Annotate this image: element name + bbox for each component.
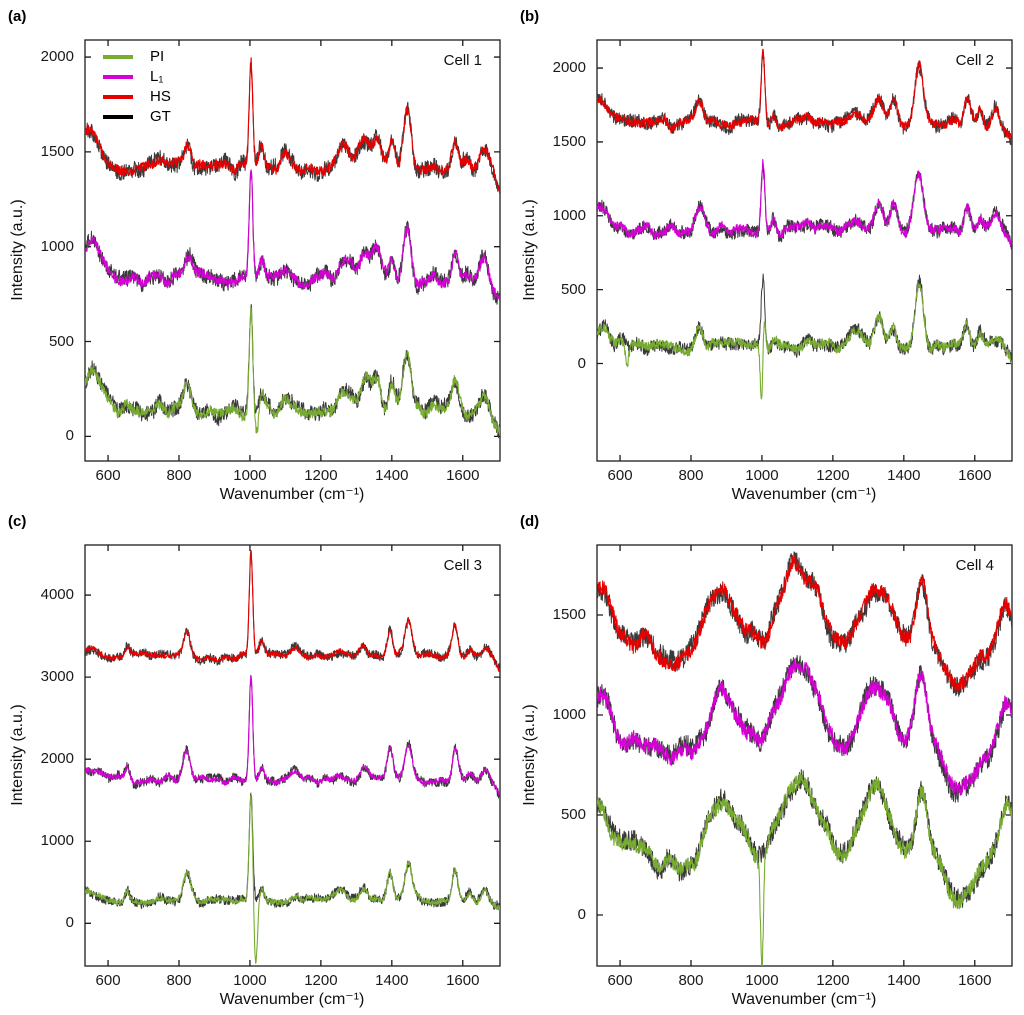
legend-item-pi: PI bbox=[103, 47, 171, 67]
legend-label-hs: HS bbox=[150, 88, 171, 105]
x-axis-label: Wavenumber (cm⁻¹) bbox=[731, 486, 877, 503]
gt-line-swatch bbox=[103, 115, 133, 119]
x-axis-label: Wavenumber (cm⁻¹) bbox=[219, 486, 365, 503]
panel-letter: (b) bbox=[520, 8, 540, 25]
legend-item-l1: L₁ bbox=[103, 67, 171, 87]
cell-label: Cell 3 bbox=[443, 557, 482, 574]
panel-a: 600 800 1000 1200 1400 1600 0 500 1000 1500 2000 … bbox=[0, 0, 512, 505]
pi-line-swatch bbox=[103, 55, 133, 59]
legend: PI L₁ HS GT bbox=[103, 47, 171, 127]
cell-label: Cell 4 bbox=[955, 557, 994, 574]
legend-label-l1: L₁ bbox=[150, 68, 164, 85]
y-axis-label: Intensity (a.u.) bbox=[521, 704, 538, 806]
legend-label-pi: PI bbox=[150, 48, 165, 65]
panel-d: 600 800 1000 1200 1400 1600 0 500 1000 1500 (d) … bbox=[512, 505, 1024, 1010]
spectra-plot-canvas-a bbox=[0, 0, 512, 505]
panel-letter: (d) bbox=[520, 513, 540, 530]
x-axis-label: Wavenumber (cm⁻¹) bbox=[219, 991, 365, 1008]
cell-label: Cell 2 bbox=[955, 52, 994, 69]
panel-letter: (a) bbox=[8, 8, 27, 25]
legend-label-gt: GT bbox=[150, 108, 171, 125]
legend-item-gt: GT bbox=[103, 107, 171, 127]
x-axis-label: Wavenumber (cm⁻¹) bbox=[731, 991, 877, 1008]
spectra-plot-canvas-b bbox=[512, 0, 1024, 505]
panel-c: 600 800 1000 1200 1400 1600 0 1000 2000 3000 4000… bbox=[0, 505, 512, 1010]
l1-line-swatch bbox=[103, 75, 133, 79]
panel-b: 600 800 1000 1200 1400 1600 0 500 1000 1500 2000 … bbox=[512, 0, 1024, 505]
y-axis-label: Intensity (a.u.) bbox=[9, 704, 26, 806]
hs-line-swatch bbox=[103, 95, 133, 99]
y-axis-label: Intensity (a.u.) bbox=[521, 199, 538, 301]
panel-letter: (c) bbox=[8, 513, 27, 530]
legend-item-hs: HS bbox=[103, 87, 171, 107]
cell-label: Cell 1 bbox=[443, 52, 482, 69]
y-axis-label: Intensity (a.u.) bbox=[9, 199, 26, 301]
spectra-plot-canvas-c bbox=[0, 505, 512, 1010]
spectra-plot-canvas-d bbox=[512, 505, 1024, 1010]
